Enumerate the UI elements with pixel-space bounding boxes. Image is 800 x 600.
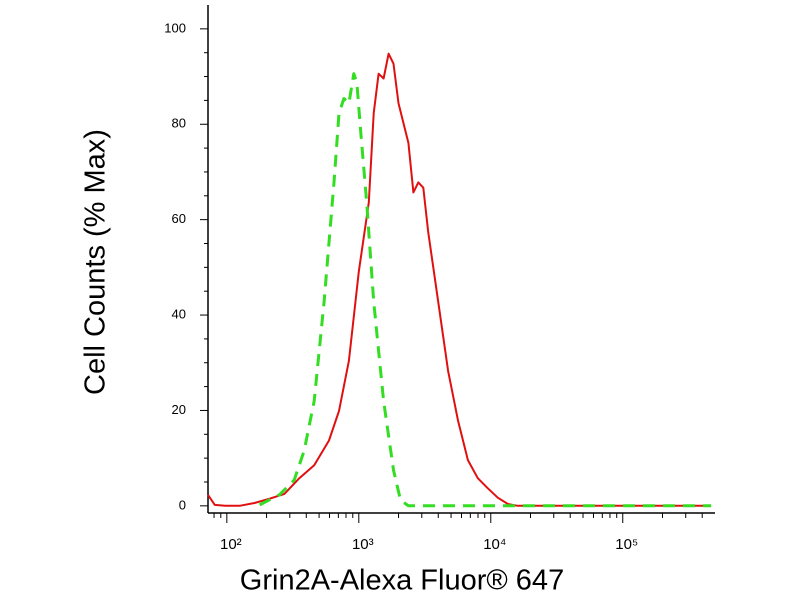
histogram-line (207, 52, 712, 507)
y-tick-label: 60 (172, 211, 186, 226)
histogram-line (258, 72, 712, 508)
x-axis-title: Grin2A-Alexa Fluor® 647 (240, 565, 564, 597)
y-tick-label: 40 (172, 306, 186, 321)
y-tick-label: 80 (172, 116, 186, 131)
y-tick-label: 100 (164, 20, 186, 35)
x-tick-label: 10³ (352, 536, 374, 553)
y-tick-label: 20 (172, 402, 186, 417)
x-tick-label: 10⁵ (615, 536, 638, 553)
x-tick-label: 10⁴ (483, 536, 506, 553)
y-axis-title: Cell Counts (% Max) (80, 129, 112, 395)
x-tick-label: 10² (220, 536, 242, 553)
y-tick-label: 0 (179, 497, 186, 512)
